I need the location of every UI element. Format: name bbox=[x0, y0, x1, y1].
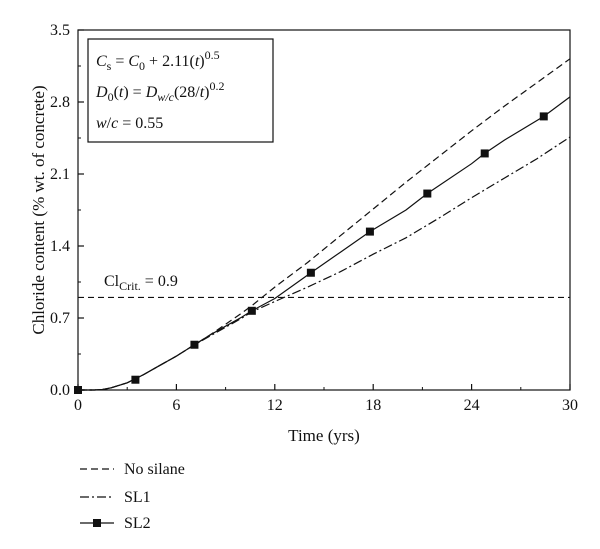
series-layer bbox=[74, 58, 571, 394]
series-marker-sl2 bbox=[131, 375, 140, 384]
series-marker-sl2 bbox=[365, 227, 374, 236]
series-line-sl2 bbox=[78, 96, 571, 391]
annotation-line-3: w/c = 0.55 bbox=[96, 115, 163, 132]
threshold-label-rest: = 0.9 bbox=[141, 273, 178, 290]
x-tick-label: 12 bbox=[267, 397, 283, 414]
series-marker-sl2 bbox=[247, 306, 256, 315]
legend-label-no-silane: No silane bbox=[124, 461, 185, 478]
threshold-label-main: Cl bbox=[104, 273, 120, 290]
series-line-sl1 bbox=[78, 136, 571, 391]
annotation-line-2: D0(t) = Dw/c(28/t)0.2 bbox=[95, 79, 225, 104]
y-tick-label: 1.4 bbox=[50, 238, 70, 255]
series-marker-sl2 bbox=[306, 268, 315, 277]
threshold-label-sub: Crit. bbox=[119, 279, 141, 293]
series-marker-sl2 bbox=[190, 340, 199, 349]
annotation-frame bbox=[87, 38, 274, 143]
x-tick-label: 6 bbox=[172, 397, 180, 414]
axis-ticks: 0 6 12 18 24 30 0.0 0.7 1.4 2.1 2.8 3.5 bbox=[50, 22, 578, 414]
series-marker-sl2 bbox=[423, 189, 432, 198]
legend-marker-sl2 bbox=[93, 519, 101, 527]
x-axis-title: Time (yrs) bbox=[288, 426, 360, 445]
legend-label-sl1: SL1 bbox=[124, 489, 151, 506]
threshold-label: ClCrit. = 0.9 bbox=[104, 273, 178, 293]
y-tick-label: 2.8 bbox=[50, 94, 70, 111]
y-tick-label: 3.5 bbox=[50, 22, 70, 39]
y-tick-label: 0.7 bbox=[50, 310, 70, 327]
x-tick-label: 30 bbox=[562, 397, 578, 414]
series-marker-sl2 bbox=[539, 112, 548, 121]
y-tick-label: 2.1 bbox=[50, 166, 70, 183]
series-marker-sl2 bbox=[480, 149, 489, 158]
annotation-line-1: Cs = C0 + 2.11(t)0.5 bbox=[96, 48, 220, 73]
annotation-box: Cs = C0 + 2.11(t)0.5 D0(t) = Dw/c(28/t)0… bbox=[87, 38, 274, 143]
y-tick-label: 0.0 bbox=[50, 382, 70, 399]
series-marker-sl2 bbox=[74, 386, 82, 394]
y-axis-title: Chloride content (% wt. of concrete) bbox=[29, 85, 48, 334]
legend-label-sl2: SL2 bbox=[124, 515, 151, 532]
legend: No silane SL1 SL2 bbox=[80, 461, 185, 532]
x-tick-label: 24 bbox=[464, 397, 480, 414]
x-tick-label: 18 bbox=[365, 397, 381, 414]
x-tick-label: 0 bbox=[74, 397, 82, 414]
